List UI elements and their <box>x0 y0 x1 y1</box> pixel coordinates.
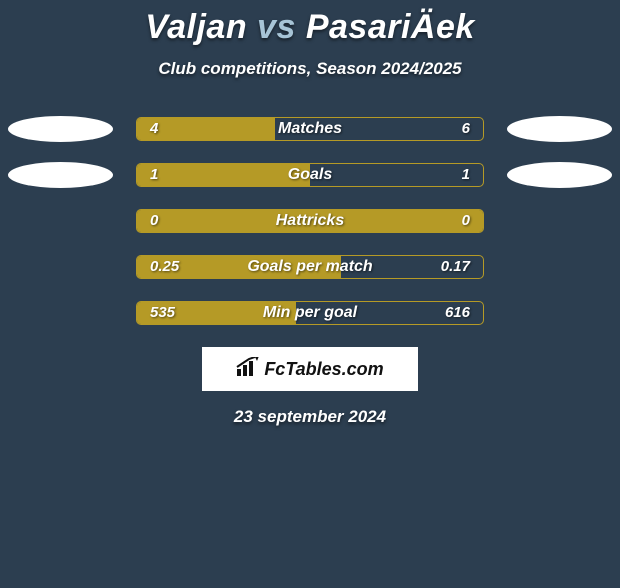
stat-label: Goals per match <box>0 258 620 276</box>
player-left-name: Valjan <box>145 8 247 46</box>
page-title: Valjan vs PasariÄek <box>0 8 620 47</box>
stat-label: Min per goal <box>0 304 620 322</box>
footer-date: 23 september 2024 <box>0 407 620 427</box>
stat-row: 535616Min per goal <box>0 301 620 325</box>
chart-icon <box>236 357 260 382</box>
stat-label: Goals <box>0 166 620 184</box>
brand-text: FcTables.com <box>264 359 383 380</box>
subtitle: Club competitions, Season 2024/2025 <box>0 59 620 79</box>
stat-row: 00Hattricks <box>0 209 620 233</box>
stats-container: 46Matches 11Goals 00Hattricks 0.250.17Goals… <box>0 117 620 325</box>
stat-row: 46Matches <box>0 117 620 141</box>
player-right-name: PasariÄek <box>306 8 475 46</box>
stat-row: 11Goals <box>0 163 620 187</box>
stat-label: Matches <box>0 120 620 138</box>
stat-label: Hattricks <box>0 212 620 230</box>
stat-row: 0.250.17Goals per match <box>0 255 620 279</box>
brand-badge: FcTables.com <box>202 347 418 391</box>
vs-text: vs <box>257 8 296 46</box>
